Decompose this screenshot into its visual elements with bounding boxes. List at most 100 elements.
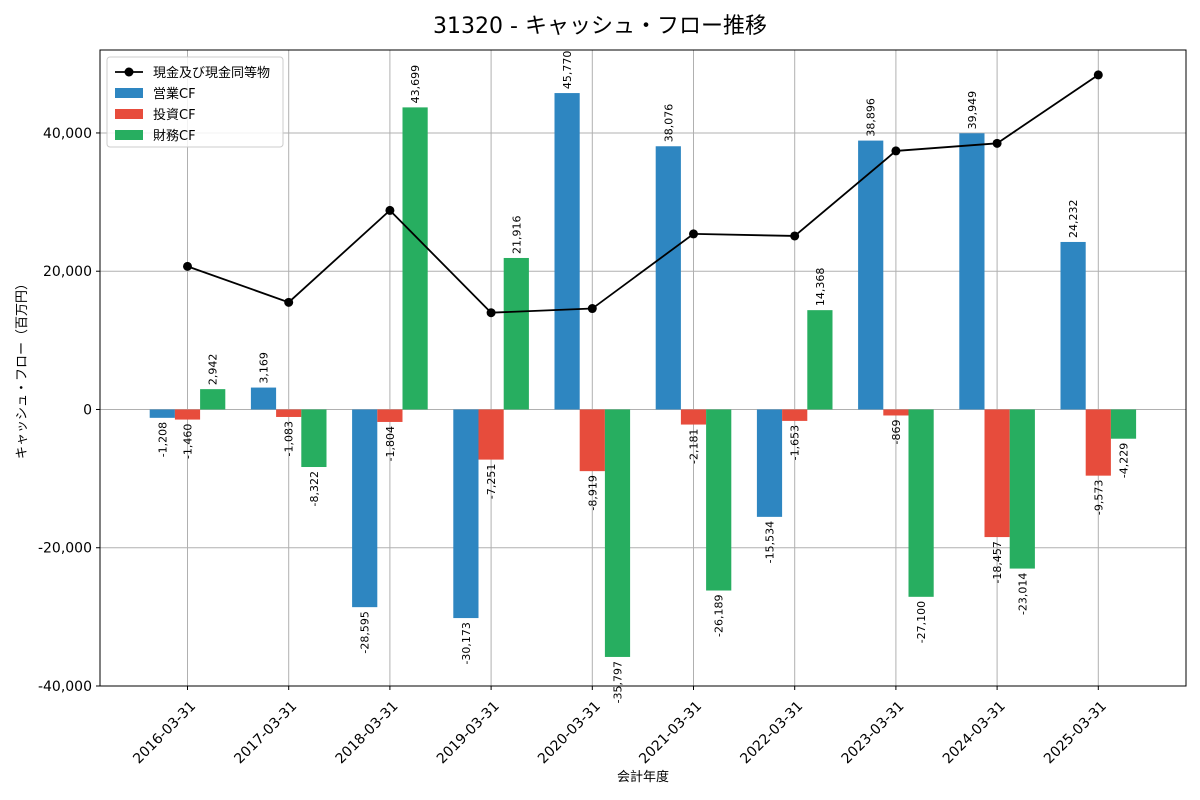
cash-point [183,261,192,271]
bar [1110,409,1137,439]
data-label: 38,076 [662,104,675,143]
cash-point [992,138,1002,148]
cash-line [187,74,1099,314]
x-tick-label: 2021-03-31 [636,698,705,767]
data-label: 39,949 [966,91,979,130]
bar [503,257,529,410]
bar [984,409,1010,538]
data-label: -4,229 [1118,443,1131,478]
data-label: -2,181 [688,429,701,464]
legend-label: 投資CF [153,107,196,123]
bar [579,409,605,472]
labels-layer: -1,208 3,169 -28,595 -30,173 45,770 38,076 -15… [156,51,1130,704]
legend-label: 現金及び現金同等物 [153,65,270,81]
bar [402,107,428,410]
cash-point [385,205,395,215]
cash-point [587,304,597,314]
bar [377,409,403,422]
data-label: 3,169 [258,352,271,384]
x-axis-label: 会計年度 [617,769,669,785]
data-label: 24,232 [1067,199,1080,238]
bar [782,409,808,421]
legend-bar-swatch [115,88,143,98]
x-tick-label: 2022-03-31 [737,698,806,767]
bar [1060,241,1086,410]
x-tick-label: 2023-03-31 [839,698,908,767]
chart-title: 31320 - キャッシュ・フロー推移 [433,14,767,39]
data-label: 14,368 [814,268,827,307]
data-label: -15,534 [764,521,777,563]
bar [680,409,707,425]
bar [200,389,226,410]
legend-label: 財務CF [153,129,196,144]
plot-frame [99,49,1187,687]
x-tick-label: 2019-03-31 [434,698,503,767]
data-label: -30,173 [460,622,473,664]
bar [301,409,327,468]
bar [1085,409,1111,476]
line-layer [183,70,1103,318]
bar [706,409,732,591]
y-tick-label: 40,000 [43,126,92,142]
bar [1009,409,1035,569]
data-label: -1,804 [384,426,397,461]
legend-bar-swatch [115,109,143,119]
bars-layer [149,93,1137,657]
y-tick-label: 20,000 [43,264,92,280]
bar [250,387,277,410]
y-axis-label: キャッシュ・フロー（百万円） [15,277,30,459]
cash-point [790,231,800,241]
data-label: 21,916 [510,215,523,254]
bar [959,133,985,410]
bar [149,409,175,418]
bar [554,93,580,410]
data-label: 43,699 [409,65,422,104]
bar [807,310,833,410]
bar [478,409,504,460]
data-label: 38,896 [865,98,878,137]
bar [352,409,378,608]
data-label: 45,770 [561,51,574,90]
cash-point [1093,70,1103,80]
y-tick-label: -20,000 [38,541,92,557]
data-label: -8,322 [308,471,321,506]
legend-marker-swatch [124,67,134,77]
legend-label: 営業CF [153,86,196,102]
x-tick-label: 2024-03-31 [940,698,1009,767]
data-label: -1,460 [182,424,195,459]
bar [276,409,302,417]
data-label: -28,595 [359,611,372,653]
legend-box [106,56,284,148]
bar [453,409,479,619]
data-label: 2,942 [207,354,220,386]
x-tick-label: 2018-03-31 [333,698,402,767]
x-tick-label: 2020-03-31 [535,698,604,767]
bar [756,409,783,517]
cash-point [284,297,294,307]
bar [604,409,631,657]
legend-bar-swatch [115,130,143,140]
data-label: -18,457 [991,541,1004,583]
bar [908,409,934,597]
data-label: -9,573 [1092,480,1105,515]
cash-point [689,229,698,239]
x-tick-label: 2016-03-31 [130,698,199,767]
x-tick-label: 2017-03-31 [231,698,300,767]
y-tick-label: 0 [83,402,92,418]
data-label: -7,251 [485,464,498,499]
data-label: -27,100 [915,601,928,643]
x-tick-label: 2025-03-31 [1041,698,1110,767]
data-label: -23,014 [1016,573,1029,615]
data-label: -35,797 [612,661,625,703]
y-tick-label: -40,000 [38,679,92,695]
bar [174,409,201,420]
data-label: -1,083 [283,421,296,456]
data-label: -1,208 [156,422,169,457]
cash-point [891,146,901,156]
cash-point [486,308,496,318]
data-label: -869 [890,419,903,444]
data-label: -8,919 [586,475,599,510]
